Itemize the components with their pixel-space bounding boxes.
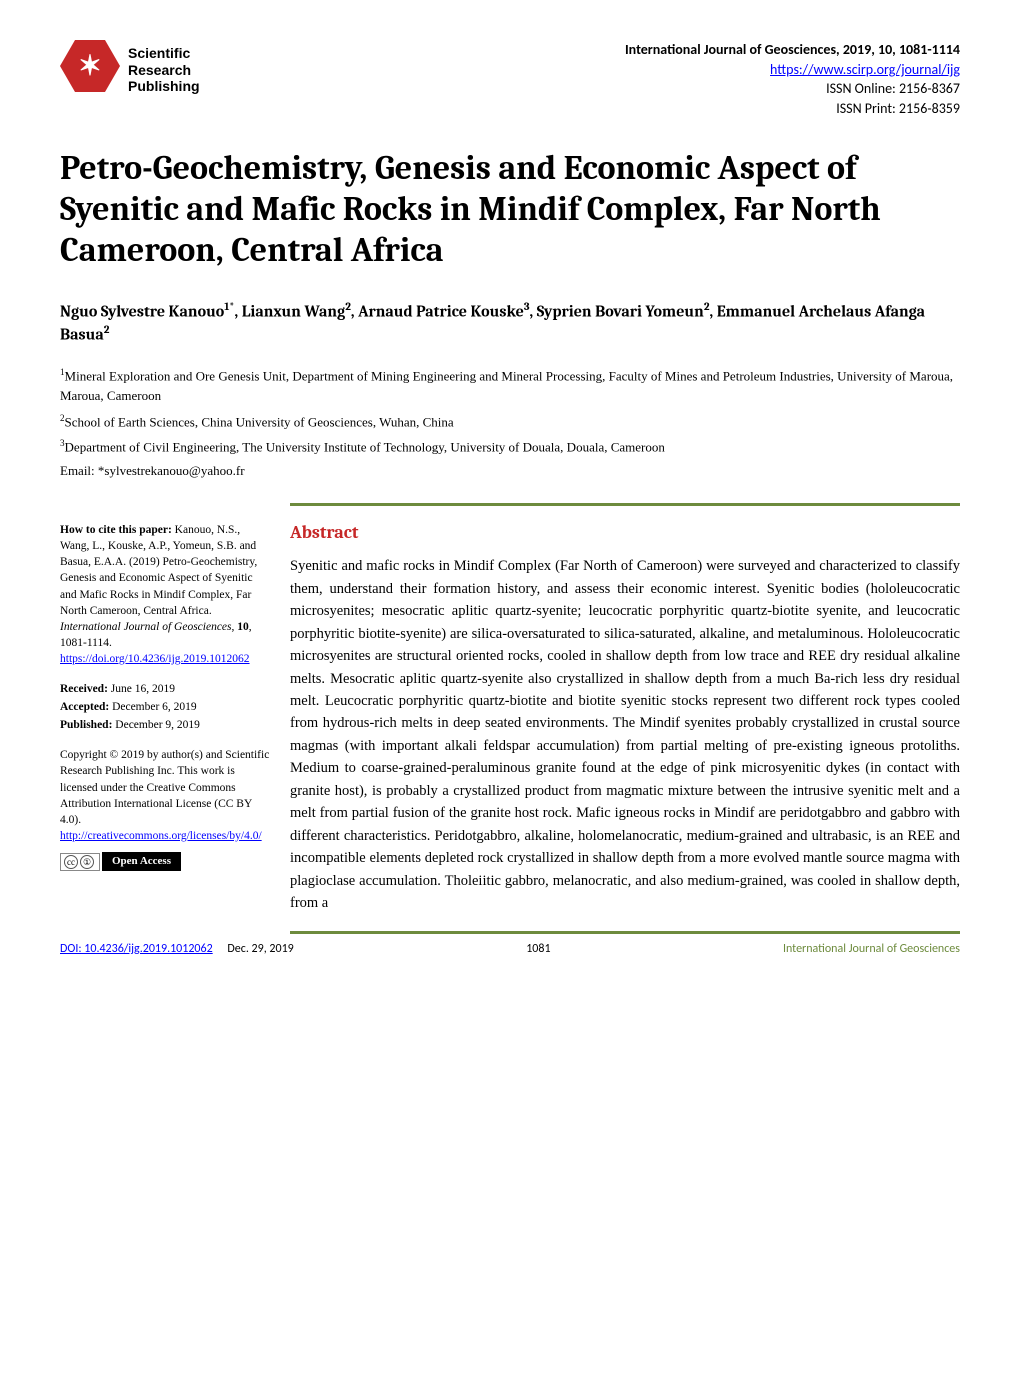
- published-date: December 9, 2019: [112, 719, 200, 731]
- cite-label: How to cite this paper:: [60, 524, 172, 536]
- footer-journal: International Journal of Geosciences: [783, 942, 960, 956]
- affiliation-2: 2School of Earth Sciences, China Univers…: [60, 412, 960, 432]
- journal-title-line: International Journal of Geosciences, 20…: [625, 40, 960, 60]
- footer-date: Dec. 29, 2019: [227, 942, 293, 956]
- footer-left: DOI: 10.4236/ijg.2019.1012062 Dec. 29, 2…: [60, 942, 294, 956]
- copyright-text: Copyright © 2019 by author(s) and Scient…: [60, 749, 269, 825]
- received-date: June 16, 2019: [108, 683, 175, 695]
- publisher-name: Scientific Research Publishing: [128, 45, 200, 95]
- open-access-badge: Open Access: [102, 852, 181, 871]
- abstract-heading: Abstract: [290, 522, 960, 543]
- journal-info: International Journal of Geosciences, 20…: [625, 40, 960, 118]
- divider-top: [290, 503, 960, 506]
- divider-bottom: [290, 931, 960, 934]
- publisher-line1: Scientific: [128, 45, 200, 62]
- publisher-logo: ✶ Scientific Research Publishing: [60, 40, 200, 100]
- publisher-line3: Publishing: [128, 78, 200, 95]
- affiliation-1: 1Mineral Exploration and Ore Genesis Uni…: [60, 366, 960, 405]
- issn-online: ISSN Online: 2156-8367: [625, 79, 960, 99]
- article-title: Petro-Geochemistry, Genesis and Economic…: [60, 148, 960, 270]
- doi-link[interactable]: https://doi.org/10.4236/ijg.2019.1012062: [60, 653, 250, 665]
- authors: Nguo Sylvestre Kanouo1*, Lianxun Wang2, …: [60, 299, 960, 346]
- cite-journal: International Journal of Geosciences: [60, 621, 232, 633]
- footer: DOI: 10.4236/ijg.2019.1012062 Dec. 29, 2…: [60, 942, 960, 956]
- journal-url-link[interactable]: https://www.scirp.org/journal/ijg: [770, 61, 960, 78]
- dates-block: Received: June 16, 2019 Accepted: Decemb…: [60, 681, 270, 733]
- corresponding-email: Email: *sylvestrekanouo@yahoo.fr: [60, 463, 960, 479]
- publisher-line2: Research: [128, 62, 200, 79]
- sidebar: How to cite this paper: Kanouo, N.S., Wa…: [60, 522, 270, 915]
- main-content: How to cite this paper: Kanouo, N.S., Wa…: [60, 522, 960, 915]
- issn-print: ISSN Print: 2156-8359: [625, 99, 960, 119]
- header-row: ✶ Scientific Research Publishing Interna…: [60, 40, 960, 118]
- copyright-block: Copyright © 2019 by author(s) and Scient…: [60, 747, 270, 844]
- accepted-date: December 6, 2019: [109, 701, 197, 713]
- cc-icon: cc①: [60, 853, 100, 871]
- abstract-section: Abstract Syenitic and mafic rocks in Min…: [290, 522, 960, 915]
- logo-hex-icon: ✶: [60, 40, 120, 100]
- affiliation-3: 3Department of Civil Engineering, The Un…: [60, 437, 960, 457]
- citation-block: How to cite this paper: Kanouo, N.S., Wa…: [60, 522, 270, 667]
- cite-text: Kanouo, N.S., Wang, L., Kouske, A.P., Yo…: [60, 524, 257, 616]
- license-link[interactable]: http://creativecommons.org/licenses/by/4…: [60, 830, 262, 842]
- cc-row: cc① Open Access: [60, 852, 270, 871]
- footer-page: 1081: [526, 942, 550, 956]
- accepted-label: Accepted:: [60, 701, 109, 713]
- abstract-text: Syenitic and mafic rocks in Mindif Compl…: [290, 555, 960, 915]
- footer-doi[interactable]: DOI: 10.4236/ijg.2019.1012062: [60, 942, 213, 956]
- received-label: Received:: [60, 683, 108, 695]
- published-label: Published:: [60, 719, 112, 731]
